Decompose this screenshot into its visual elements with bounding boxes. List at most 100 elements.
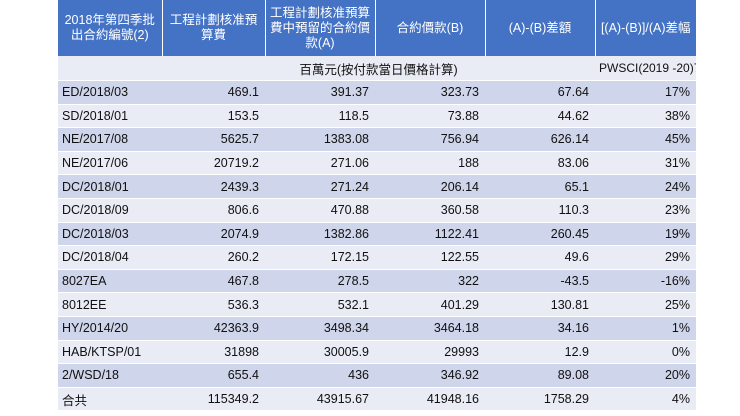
budget-cell: 536.3	[162, 292, 265, 317]
price-cell: 360.58	[375, 198, 485, 223]
contract-no-cell: DC/2018/01	[58, 174, 162, 199]
difference-pct-cell: 0%	[595, 340, 696, 365]
contract-no-cell: SD/2018/01	[58, 104, 162, 129]
table-row: NE/2017/08 5625.7 1383.08 756.94 626.14 45%	[58, 127, 696, 152]
contract-no-cell: HAB/KTSP/01	[58, 340, 162, 365]
contract-no-cell: HY/2014/20	[58, 316, 162, 341]
difference-pct-cell: 38%	[595, 104, 696, 129]
difference-cell: 67.64	[485, 80, 595, 105]
contract-no-cell: DC/2018/03	[58, 222, 162, 247]
difference-cell: 34.16	[485, 316, 595, 341]
budget-cell: 2439.3	[162, 174, 265, 199]
difference-pct-cell: 31%	[595, 151, 696, 176]
price-cell: 29993	[375, 340, 485, 365]
contract-table-container: 2018年第四季批出合約編號(2) 工程計劃核准預算費 工程計劃核准預算費中預留…	[58, 0, 696, 412]
price-cell: 41948.16	[375, 387, 485, 412]
table-row: DC/2018/04 260.2 172.15 122.55 49.6 29%	[58, 245, 696, 270]
difference-cell: 89.08	[485, 363, 595, 388]
header-difference-pct: [(A)-(B)]/(A)差幅	[595, 0, 696, 56]
price-cell: 122.55	[375, 245, 485, 270]
price-cell: 3464.18	[375, 316, 485, 341]
table-row: SD/2018/01 153.5 118.5 73.88 44.62 38%	[58, 104, 696, 129]
budget-cell: 806.6	[162, 198, 265, 223]
price-cell: 206.14	[375, 174, 485, 199]
contract-no-cell: 8027EA	[58, 269, 162, 294]
reserved-cell: 278.5	[265, 269, 375, 294]
price-cell: 322	[375, 269, 485, 294]
budget-cell: 467.8	[162, 269, 265, 294]
table-row: ED/2018/03 469.1 391.37 323.73 67.64 17%	[58, 80, 696, 105]
table-row: DC/2018/03 2074.9 1382.86 1122.41 260.45 19%	[58, 222, 696, 247]
difference-pct-cell: -16%	[595, 269, 696, 294]
difference-pct-cell: 1%	[595, 316, 696, 341]
budget-cell: 260.2	[162, 245, 265, 270]
table-row: HAB/KTSP/01 31898 30005.9 29993 12.9 0%	[58, 340, 696, 365]
difference-pct-cell: 4%	[595, 387, 696, 412]
reserved-cell: 470.88	[265, 198, 375, 223]
contract-no-cell: ED/2018/03	[58, 80, 162, 105]
difference-cell: 260.45	[485, 222, 595, 247]
total-row: 合共 115349.2 43915.67 41948.16 1758.29 4%	[58, 387, 696, 412]
budget-cell: 153.5	[162, 104, 265, 129]
unit-blank	[58, 56, 162, 81]
reserved-cell: 532.1	[265, 292, 375, 317]
difference-cell: -43.5	[485, 269, 595, 294]
reserved-cell: 30005.9	[265, 340, 375, 365]
reserved-cell: 3498.34	[265, 316, 375, 341]
header-contract-no: 2018年第四季批出合約編號(2)	[58, 0, 163, 56]
price-cell: 401.29	[375, 292, 485, 317]
header-difference: (A)-(B)差額	[485, 0, 596, 56]
budget-cell: 42363.9	[162, 316, 265, 341]
difference-cell: 83.06	[485, 151, 595, 176]
price-cell: 346.92	[375, 363, 485, 388]
header-row: 2018年第四季批出合約編號(2) 工程計劃核准預算費 工程計劃核准預算費中預留…	[58, 0, 696, 56]
difference-cell: 65.1	[485, 174, 595, 199]
contract-no-cell: DC/2018/09	[58, 198, 162, 223]
difference-pct-cell: 17%	[595, 80, 696, 105]
contract-no-cell: DC/2018/04	[58, 245, 162, 270]
price-cell: 323.73	[375, 80, 485, 105]
price-cell: 73.88	[375, 104, 485, 129]
contract-no-cell: 2/WSD/18	[58, 363, 162, 388]
header-reserved-amount: 工程計劃核准預算費中預留的合約價款(A)	[265, 0, 376, 56]
unit-label: 百萬元(按付款當日價格計算)	[162, 56, 595, 81]
reserved-cell: 1382.86	[265, 222, 375, 247]
reserved-cell: 172.15	[265, 245, 375, 270]
table-row: HY/2014/20 42363.9 3498.34 3464.18 34.16 1%	[58, 316, 696, 341]
budget-cell: 31898	[162, 340, 265, 365]
difference-pct-cell: 29%	[595, 245, 696, 270]
table-row: 2/WSD/18 655.4 436 346.92 89.08 20%	[58, 363, 696, 388]
difference-cell: 110.3	[485, 198, 595, 223]
budget-cell: 2074.9	[162, 222, 265, 247]
reserved-cell: 391.37	[265, 80, 375, 105]
budget-cell: 20719.2	[162, 151, 265, 176]
difference-cell: 130.81	[485, 292, 595, 317]
reserved-cell: 436	[265, 363, 375, 388]
table-row: 8027EA 467.8 278.5 322 -43.5 -16%	[58, 269, 696, 294]
table-body: ED/2018/03 469.1 391.37 323.73 67.64 17% SD/20…	[58, 80, 696, 412]
difference-pct-cell: 45%	[595, 127, 696, 152]
difference-pct-cell: 23%	[595, 198, 696, 223]
table-row: DC/2018/01 2439.3 271.24 206.14 65.1 24%	[58, 174, 696, 199]
budget-cell: 5625.7	[162, 127, 265, 152]
reserved-cell: 271.24	[265, 174, 375, 199]
difference-pct-cell: 20%	[595, 363, 696, 388]
pwsci-label: PWSCI(2019 -20)7	[595, 56, 696, 81]
difference-cell: 1758.29	[485, 387, 595, 412]
header-approved-budget: 工程計劃核准預算費	[162, 0, 266, 56]
contract-no-cell: NE/2017/08	[58, 127, 162, 152]
table-row: DC/2018/09 806.6 470.88 360.58 110.3 23%	[58, 198, 696, 223]
difference-pct-cell: 24%	[595, 174, 696, 199]
contract-table: 2018年第四季批出合約編號(2) 工程計劃核准預算費 工程計劃核准預算費中預留…	[58, 0, 696, 412]
table-row: 8012EE 536.3 532.1 401.29 130.81 25%	[58, 292, 696, 317]
unit-row: 百萬元(按付款當日價格計算) PWSCI(2019 -20)7	[58, 56, 696, 81]
difference-cell: 626.14	[485, 127, 595, 152]
contract-no-cell: 8012EE	[58, 292, 162, 317]
budget-cell: 655.4	[162, 363, 265, 388]
difference-cell: 49.6	[485, 245, 595, 270]
reserved-cell: 1383.08	[265, 127, 375, 152]
budget-cell: 115349.2	[162, 387, 265, 412]
price-cell: 756.94	[375, 127, 485, 152]
difference-cell: 12.9	[485, 340, 595, 365]
header-contract-price: 合約價款(B)	[375, 0, 486, 56]
